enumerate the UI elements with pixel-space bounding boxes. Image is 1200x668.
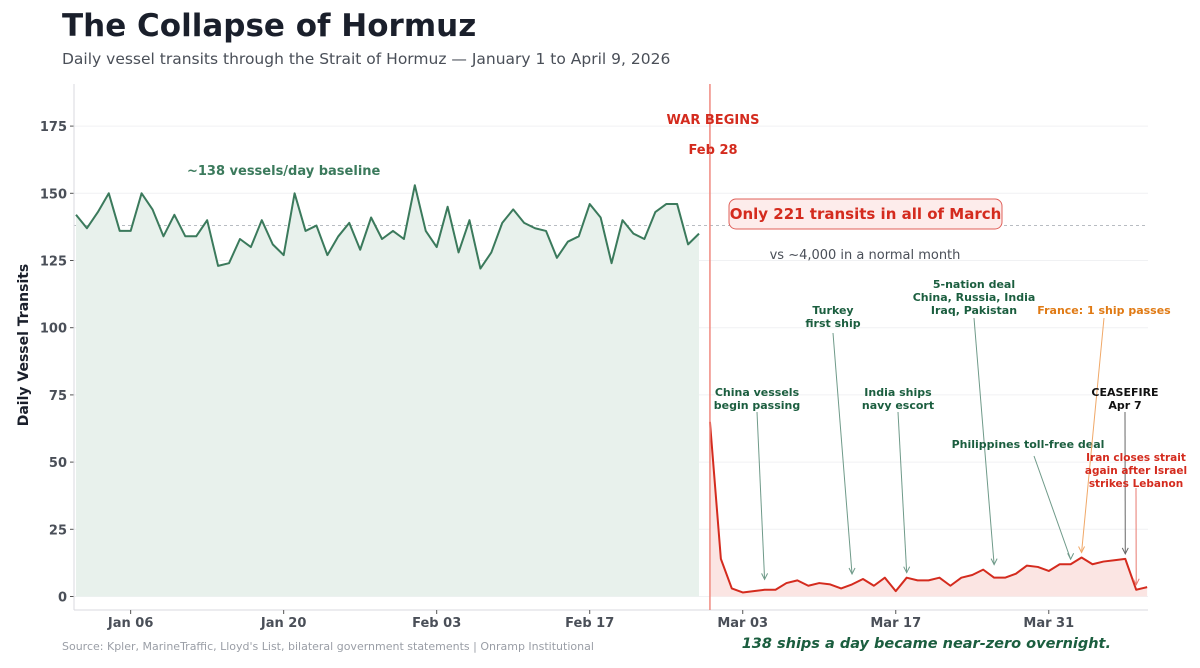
- annotation-pointer: [832, 332, 853, 575]
- y-tick-label: 150: [40, 187, 67, 202]
- annotation-pointer: [973, 317, 995, 565]
- annotation-arrowhead: [1132, 578, 1140, 586]
- y-tick-label: 100: [40, 322, 67, 337]
- y-tick-label: 175: [40, 120, 67, 135]
- annotation-label: China vessels: [715, 386, 800, 399]
- war-start-label: WAR BEGINS: [667, 113, 760, 128]
- x-tick-label: Mar 17: [870, 616, 921, 631]
- annotation-label: Philippines toll-free deal: [952, 438, 1105, 451]
- x-tick-label: Jan 06: [107, 616, 153, 631]
- y-axis-label: Daily Vessel Transits: [16, 264, 32, 427]
- annotation-label: France: 1 ship passes: [1037, 304, 1171, 317]
- annotation-pointer: [756, 411, 766, 580]
- x-tick-label: Jan 20: [260, 616, 306, 631]
- source-note: Source: Kpler, MarineTraffic, Lloyd's Li…: [62, 640, 594, 653]
- annotation-label: CEASEFIRE: [1091, 386, 1158, 399]
- annotation-arrowhead: [1121, 547, 1129, 555]
- annotation-label: first ship: [805, 317, 860, 330]
- baseline-label: ~138 vessels/day baseline: [187, 164, 381, 179]
- annotation-arrowhead: [1067, 553, 1075, 561]
- annotation-label: begin passing: [714, 399, 801, 412]
- y-tick-label: 50: [49, 456, 67, 471]
- y-tick-label: 25: [49, 523, 67, 538]
- annotation-label: India ships: [864, 386, 932, 399]
- pre_war-series-line: [75, 184, 700, 270]
- annotation-pointer: [897, 411, 908, 573]
- annotation-arrowhead: [903, 566, 911, 574]
- x-tick-label: Feb 03: [412, 616, 461, 631]
- x-tick-label: Mar 31: [1023, 616, 1074, 631]
- page-title: The Collapse of Hormuz: [62, 8, 477, 44]
- annotation-label: strikes Lebanon: [1089, 478, 1183, 490]
- annotation-arrowhead: [848, 567, 856, 576]
- annotation-label: Iran closes strait: [1086, 452, 1186, 464]
- callout-box: [728, 198, 1003, 230]
- annotation-pointer: [1081, 317, 1105, 553]
- callout-subtext: vs ~4,000 in a normal month: [770, 248, 961, 263]
- annotation-label: Apr 7: [1108, 399, 1141, 412]
- annotation-arrowhead: [990, 558, 998, 566]
- war-start-date-label: Feb 28: [688, 143, 737, 158]
- pre_war-area: [76, 185, 700, 597]
- annotation-label: again after Israel: [1085, 465, 1187, 477]
- annotation-pointer: [1033, 455, 1072, 560]
- y-tick-label: 125: [40, 255, 67, 270]
- y-tick-label: 0: [58, 591, 67, 606]
- war-series-line: [708, 421, 1148, 594]
- callout-text: Only 221 transits in all of March: [730, 205, 1002, 223]
- annotation-arrowhead: [761, 573, 769, 581]
- annotation-label: 5-nation deal: [933, 278, 1015, 291]
- x-tick-label: Feb 17: [565, 616, 614, 631]
- annotation-label: Iraq, Pakistan: [931, 304, 1017, 317]
- war-area: [709, 421, 1148, 597]
- annotation-label: navy escort: [862, 399, 934, 412]
- x-tick-label: Mar 03: [717, 616, 768, 631]
- annotation-label: China, Russia, India: [913, 291, 1036, 304]
- y-tick-label: 75: [49, 389, 67, 404]
- page-subtitle: Daily vessel transits through the Strait…: [62, 50, 671, 68]
- annotation-label: Turkey: [812, 304, 853, 317]
- takeaway-note: 138 ships a day became near-zero overnig…: [741, 636, 1111, 652]
- annotation-arrowhead: [1078, 546, 1086, 554]
